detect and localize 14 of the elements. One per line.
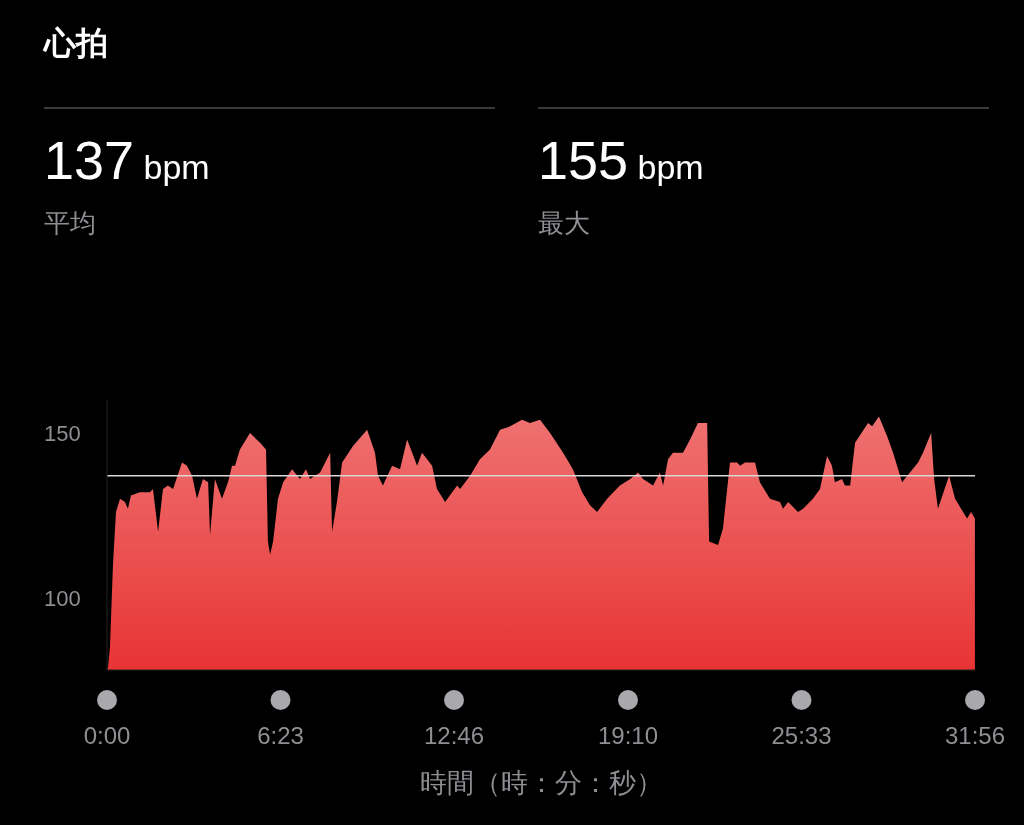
- x-tick-label: 31:56: [944, 722, 1006, 749]
- text: 平均: [44, 207, 97, 240]
- text: 155 bpm: [538, 130, 704, 190]
- y-tick-label: 150: [44, 420, 81, 446]
- x-tick-label: 0:00: [83, 722, 131, 749]
- x-tick-label: 12:46: [423, 722, 485, 749]
- x-tick-label: 6:23: [257, 722, 304, 749]
- text: 137 bpm: [44, 130, 210, 190]
- chart-title: 心拍: [44, 24, 108, 63]
- x-tick-label: 25:33: [771, 722, 832, 749]
- x-tick-label: 19:10: [597, 722, 659, 749]
- x-axis-title: 時間（時：分：秒）: [419, 768, 663, 798]
- y-tick-label: 100: [44, 585, 81, 611]
- text: 最大: [538, 207, 591, 240]
